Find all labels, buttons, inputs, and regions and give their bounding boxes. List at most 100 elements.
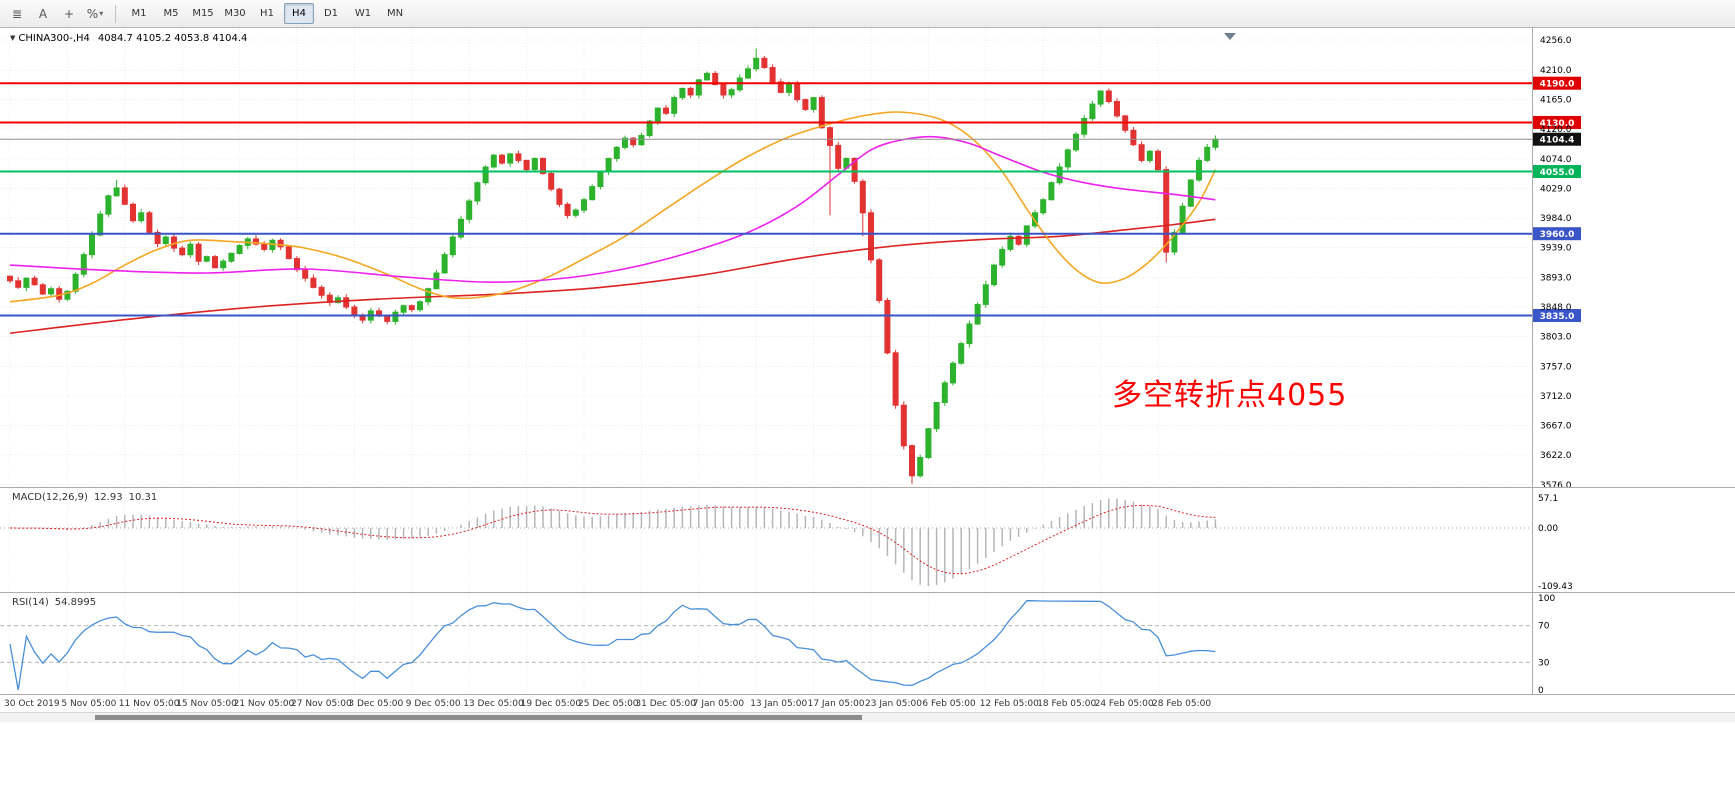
main-chart-panel: 4190.0 4130.0 4104.4 4055.0 3960.0 3835.0 425…	[0, 28, 1735, 487]
svg-text:3835.0: 3835.0	[1540, 312, 1575, 322]
moving-average-lines	[9, 111, 1217, 334]
svg-text:3757.0: 3757.0	[1540, 363, 1572, 373]
tool-button-group: ≣ A + % ▾	[5, 3, 107, 25]
macd-panel: 57.1 0.00 -109.43 MACD(12,26,9) 12.93 10.31	[0, 487, 1735, 592]
svg-text:3893.0: 3893.0	[1540, 274, 1572, 284]
macd-value-signal: 10.31	[128, 492, 158, 503]
svg-text:4055.0: 4055.0	[1540, 168, 1575, 178]
macd-axis-labels: 57.1 0.00 -109.43	[1538, 494, 1573, 592]
svg-text:3712.0: 3712.0	[1540, 392, 1572, 402]
timeframe-m15[interactable]: M15	[192, 8, 214, 19]
date-label: 27 Nov 05:00	[291, 699, 352, 709]
rsi-label: RSI(14) 54.8995	[12, 597, 102, 608]
chart-list-icon[interactable]: ≣	[11, 6, 23, 21]
svg-text:4210.0: 4210.0	[1540, 66, 1572, 76]
rsi-axis-labels: 100 70 30 0	[1538, 594, 1555, 694]
svg-text:3848.0: 3848.0	[1540, 303, 1572, 313]
date-label: 9 Dec 05:00	[405, 699, 461, 709]
svg-text:100: 100	[1538, 594, 1555, 604]
svg-text:0: 0	[1538, 686, 1544, 694]
candles	[7, 48, 1219, 484]
svg-text:3803.0: 3803.0	[1540, 332, 1572, 342]
toolbar-separator	[115, 4, 116, 23]
svg-text:4104.4: 4104.4	[1540, 136, 1575, 146]
timeframe-m5[interactable]: M5	[163, 8, 179, 19]
date-label: 21 Nov 05:00	[233, 699, 295, 709]
date-label: 18 Feb 05:00	[1037, 699, 1097, 709]
date-label: 6 Feb 05:00	[922, 699, 976, 709]
date-label: 19 Dec 05:00	[520, 699, 582, 709]
chart-header: ▼ CHINA300-,H4 4084.7 4105.2 4053.8 4104.4	[10, 33, 247, 44]
date-label: 28 Feb 05:00	[1152, 699, 1212, 709]
svg-text:3984.0: 3984.0	[1540, 214, 1572, 224]
svg-text:0.00: 0.00	[1538, 524, 1558, 534]
ma-long-red	[9, 218, 1216, 334]
date-label: 11 Nov 05:00	[118, 699, 180, 709]
rsi-chart[interactable]: 100 70 30 0	[0, 593, 1735, 694]
text-annotation-icon[interactable]: A	[38, 6, 48, 21]
timeframe-m1[interactable]: M1	[131, 8, 147, 19]
macd-name: MACD(12,26,9)	[12, 492, 88, 503]
svg-text:3622.0: 3622.0	[1540, 451, 1572, 461]
macd-signal-line	[9, 504, 1216, 575]
macd-histogram	[17, 498, 1217, 586]
ma-medium-orange	[9, 111, 1217, 303]
price-axis-labels: 4256.0 4210.0 4165.0 4120.0 4074.0 4029.0 3984…	[1540, 36, 1572, 487]
timeframe-h1[interactable]: H1	[260, 8, 274, 19]
scrollbar-thumb[interactable]	[95, 715, 862, 720]
svg-text:4029.0: 4029.0	[1540, 185, 1572, 195]
svg-text:3960.0: 3960.0	[1540, 230, 1575, 240]
toolbar: ≣ A + % ▾ M1 M5 M15 M30 H1 H4 D1 W1 MN	[0, 0, 1735, 28]
date-label: 5 Nov 05:00	[61, 699, 117, 709]
rsi-name: RSI(14)	[12, 597, 49, 608]
symbol-label: CHINA300-,H4	[18, 33, 90, 44]
date-label: 13 Dec 05:00	[463, 699, 524, 709]
svg-text:4120.0: 4120.0	[1540, 125, 1572, 135]
date-label: 17 Jan 05:00	[807, 699, 865, 709]
svg-text:3576.0: 3576.0	[1540, 481, 1572, 487]
macd-grid	[0, 488, 1532, 592]
price-axis-divider	[1532, 28, 1533, 694]
rsi-value: 54.8995	[54, 597, 97, 608]
svg-text:3939.0: 3939.0	[1540, 243, 1572, 253]
timeframe-mn[interactable]: MN	[386, 8, 404, 19]
svg-text:4074.0: 4074.0	[1540, 155, 1572, 165]
crosshair-icon[interactable]: +	[63, 6, 75, 21]
timeframe-h4[interactable]: H4	[284, 3, 314, 24]
macd-chart[interactable]: 57.1 0.00 -109.43	[0, 488, 1735, 592]
timeframe-w1[interactable]: W1	[354, 8, 372, 19]
timeframe-d1[interactable]: D1	[323, 8, 339, 19]
date-label: 23 Jan 05:00	[865, 699, 922, 709]
date-label: 15 Nov 05:00	[176, 699, 237, 709]
horizontal-level-lines[interactable]: 4190.0 4130.0 4104.4 4055.0 3960.0 3835.0	[0, 76, 1581, 323]
timeframe-button-group: M1 M5 M15 M30 H1 H4 D1 W1 MN	[124, 3, 410, 24]
svg-text:70: 70	[1538, 622, 1550, 632]
svg-text:4130.0: 4130.0	[1540, 119, 1575, 129]
rsi-line	[9, 600, 1216, 691]
macd-value-main: 12.93	[93, 492, 123, 503]
svg-text:4165.0: 4165.0	[1540, 96, 1572, 106]
chevron-down-icon: ▼	[10, 34, 16, 42]
annotation-text[interactable]: 多空转折点4055	[1112, 378, 1348, 413]
svg-text:3667.0: 3667.0	[1540, 421, 1572, 431]
date-label: 3 Dec 05:00	[348, 699, 404, 709]
date-label: 12 Feb 05:00	[979, 699, 1039, 709]
svg-text:4190.0: 4190.0	[1540, 80, 1575, 90]
rsi-grid	[0, 593, 1532, 694]
chart-shift-marker-icon[interactable]	[1224, 33, 1236, 40]
date-label: 25 Dec 05:00	[578, 699, 639, 709]
svg-text:-109.43: -109.43	[1538, 582, 1573, 592]
horizontal-scrollbar[interactable]	[0, 712, 1735, 722]
candlestick-chart[interactable]: 4190.0 4130.0 4104.4 4055.0 3960.0 3835.0 425…	[0, 28, 1735, 487]
date-label: 30 Oct 2019	[4, 699, 60, 709]
macd-label: MACD(12,26,9) 12.93 10.31	[12, 492, 163, 503]
ohlc-values: 4084.7 4105.2 4053.8 4104.4	[97, 33, 248, 44]
svg-text:4256.0: 4256.0	[1540, 36, 1572, 46]
timeframe-m30[interactable]: M30	[224, 8, 246, 19]
date-label: 24 Feb 05:00	[1094, 699, 1154, 709]
dropdown-caret-icon: ▾	[99, 9, 104, 18]
date-label: 31 Dec 05:00	[635, 699, 696, 709]
svg-text:57.1: 57.1	[1538, 494, 1558, 504]
indicator-scale-icon[interactable]: % ▾	[86, 6, 104, 21]
